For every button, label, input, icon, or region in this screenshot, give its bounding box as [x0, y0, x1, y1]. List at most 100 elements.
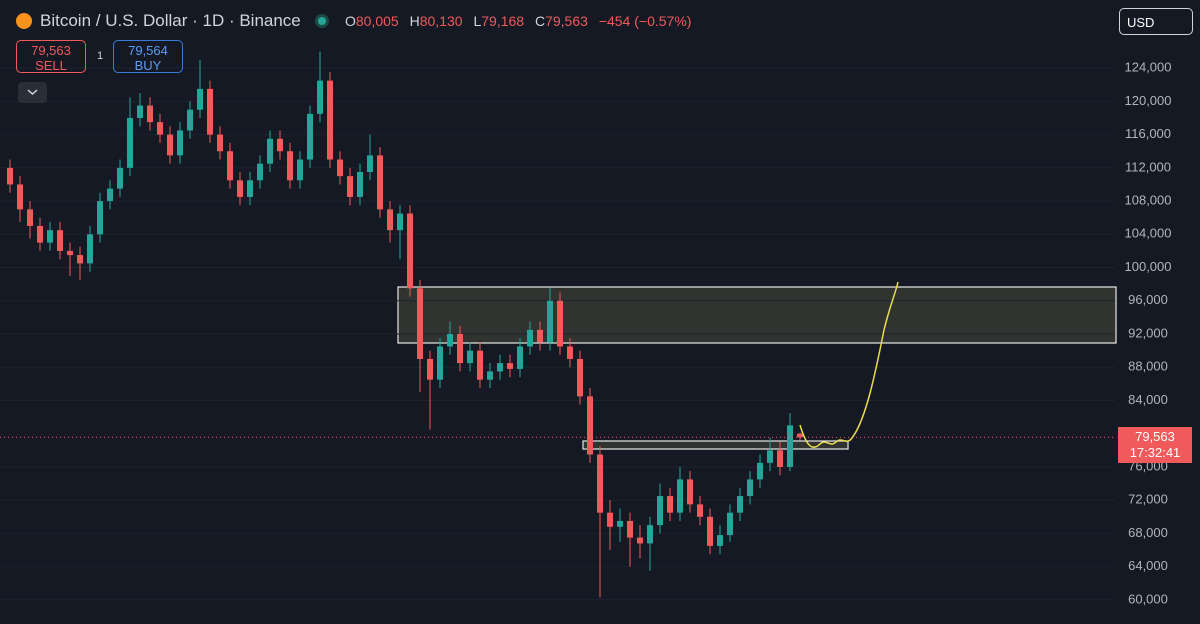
candle-body [597, 454, 603, 513]
v: 80,130 [419, 13, 463, 29]
candle-body [267, 138, 273, 164]
candle-body [127, 117, 133, 168]
candle-body [727, 512, 733, 536]
candle-body [507, 363, 513, 369]
candle-body [747, 479, 753, 497]
candle-body [67, 250, 73, 256]
candle-body [417, 288, 423, 359]
buy-button[interactable]: 79,564 BUY [113, 40, 183, 73]
candle-body [547, 300, 553, 343]
candle-body [477, 350, 483, 380]
y-tick-label: 88,000 [1128, 359, 1168, 374]
projection-path [799, 281, 899, 448]
buy-price: 79,564 [128, 43, 168, 58]
candle-body [557, 300, 563, 347]
v: 79,563 [545, 13, 588, 29]
candle-body [707, 516, 713, 546]
y-tick-label: 92,000 [1128, 325, 1168, 340]
candle-body [777, 450, 783, 467]
candle-body [497, 363, 503, 372]
candle-body [327, 80, 333, 160]
candle-body [347, 176, 353, 197]
quantity: 1 [97, 50, 104, 62]
candle-body [667, 496, 673, 513]
candle-body [607, 512, 613, 527]
candle-body [487, 371, 493, 380]
collapse-button[interactable] [18, 82, 47, 103]
candle-body [567, 346, 573, 359]
candle-body [397, 213, 403, 231]
k: O [345, 13, 356, 29]
candle-body [217, 134, 223, 152]
sell-price: 79,563 [31, 43, 71, 58]
v: 80,005 [355, 13, 399, 29]
candle-body [617, 520, 623, 527]
resistance-zone [397, 286, 1117, 344]
candle-body [77, 255, 83, 264]
candle-body [577, 358, 583, 397]
candle-body [647, 525, 653, 544]
candle-body [687, 479, 693, 505]
candle-body [527, 329, 533, 347]
candle-body [317, 80, 323, 114]
candle-body [697, 504, 703, 517]
candle-body [657, 496, 663, 526]
candle-body [387, 209, 393, 231]
candle-body [37, 226, 43, 243]
k: C [534, 13, 546, 29]
candle-body [437, 346, 443, 380]
candle-body [227, 151, 233, 181]
candle-body [427, 358, 433, 380]
candle-body [367, 155, 373, 172]
chevron [27, 89, 38, 96]
y-tick-label: 60,000 [1128, 591, 1168, 606]
sell-label: SELL [35, 58, 67, 73]
candle-body [767, 450, 773, 463]
candle-body [467, 350, 473, 364]
candle-body [207, 88, 213, 135]
candle-body [297, 159, 303, 181]
candle-body [157, 122, 163, 135]
candle-body [357, 171, 363, 197]
countdown: 17:32:41 [1129, 445, 1181, 460]
support-zone [582, 440, 849, 450]
v: 79,168 [481, 13, 525, 29]
candle-body [187, 109, 193, 131]
candle-body [377, 155, 383, 210]
candle-body [177, 130, 183, 156]
candle-body [57, 230, 63, 251]
candle-body [517, 346, 523, 369]
candle-body [737, 496, 743, 513]
candle-body [287, 151, 293, 181]
y-tick-label: 116,000 [1125, 126, 1171, 141]
candle-body [307, 113, 313, 160]
y-tick-label: 120,000 [1125, 93, 1172, 108]
candle-body [787, 425, 793, 467]
candle-body [337, 159, 343, 177]
candle-body [627, 520, 633, 538]
candle-body [247, 180, 253, 197]
btc-icon [16, 13, 32, 29]
y-tick-label: 68,000 [1128, 525, 1168, 540]
k: H [409, 13, 420, 29]
currency-select[interactable]: USD [1119, 8, 1193, 35]
candle-body [27, 209, 33, 227]
candle-body [277, 138, 283, 152]
candle-body [447, 334, 453, 347]
y-tick-label: 72,000 [1128, 492, 1168, 507]
candle-body [47, 230, 53, 243]
sell-button[interactable]: 79,563 SELL [16, 40, 86, 73]
candle-body [257, 163, 263, 181]
candle-body [107, 188, 113, 202]
last-price-tag: 79,563 17:32:41 [1118, 427, 1192, 463]
candle-body [237, 180, 243, 197]
candle-body [637, 537, 643, 544]
candle-body [677, 479, 683, 513]
k: L [473, 13, 482, 29]
y-tick-label: 124,000 [1125, 60, 1172, 75]
ohlc-legend: O80,005 H80,130 L79,168 C79,563 −454 (−0… [345, 13, 698, 29]
status-dot [318, 17, 326, 25]
y-tick-label: 84,000 [1128, 392, 1168, 407]
